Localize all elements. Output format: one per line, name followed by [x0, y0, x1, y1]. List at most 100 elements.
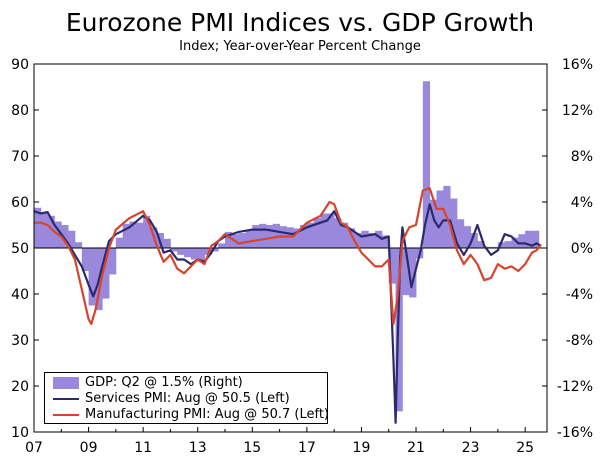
services-pmi-line [33, 203, 542, 424]
gdp-bar [388, 248, 396, 284]
right-axis-ticks: 16% 12% 8% 4% 0% -4% -8% -12% -16% [542, 57, 593, 441]
x-axis-ticks: 07 09 11 13 15 17 19 21 23 25 [25, 427, 534, 456]
right-axis-tick-label: 8% [571, 149, 593, 165]
gdp-bar [252, 225, 260, 248]
gdp-bar [313, 218, 321, 248]
gdp-bar [340, 222, 349, 248]
gdp-bar [334, 218, 342, 248]
right-axis-tick-label: 16% [562, 57, 593, 73]
gdp-bar [354, 233, 362, 248]
gdp-bar [381, 235, 390, 248]
left-axis-tick-label: 40 [11, 287, 29, 303]
x-axis-tick-label: 19 [353, 440, 371, 456]
right-axis-tick-label: 0% [571, 241, 593, 257]
gdp-bar [402, 248, 410, 296]
gdp-bar [115, 237, 124, 248]
right-axis-tick-label: -8% [566, 333, 593, 349]
gdp-bar [395, 248, 403, 412]
gdp-bar [375, 230, 383, 248]
gdp-bar [409, 248, 417, 298]
gdp-bar [320, 213, 328, 248]
gdp-bar [163, 238, 171, 248]
gdp-bar [238, 233, 246, 248]
manufacturing-pmi-line [34, 187, 542, 325]
right-axis-tick-label: -16% [557, 425, 593, 441]
left-axis-tick-label: 70 [11, 149, 29, 165]
gdp-bar [518, 234, 526, 248]
gdp-bar [245, 230, 253, 248]
gdp-bar [61, 225, 69, 248]
x-axis-tick-label: 15 [243, 440, 261, 456]
left-axis-ticks: 90 80 70 60 50 40 30 20 10 [11, 57, 39, 441]
gdp-bar [456, 219, 465, 248]
gdp-bar [531, 230, 540, 248]
left-axis-tick-label: 30 [11, 333, 29, 349]
legend-label-services: Services PMI: Aug @ 50.5 (Left) [85, 391, 290, 406]
gdp-bar [422, 81, 431, 248]
gdp-bar [306, 222, 315, 248]
right-axis-tick-label: -4% [566, 287, 593, 303]
x-axis-tick-label: 13 [189, 440, 207, 456]
gdp-bar [184, 248, 192, 258]
legend-label-gdp: GDP: Q2 @ 1.5% (Right) [85, 375, 243, 390]
chart-title: Eurozone PMI Indices vs. GDP Growth [65, 8, 535, 37]
chart-subtitle: Index; Year-over-Year Percent Change [179, 39, 421, 54]
gdp-bar [225, 231, 233, 248]
gdp-bar [88, 248, 96, 306]
gdp-bar [504, 241, 512, 248]
gdp-bar [218, 243, 226, 248]
gdp-bar [286, 227, 294, 248]
gdp-bar [68, 230, 76, 248]
gdp-bar [47, 215, 55, 248]
gdp-bar [109, 248, 117, 275]
x-axis-tick-label: 11 [134, 440, 152, 456]
gdp-bar [211, 248, 219, 252]
x-axis-tick-label: 17 [298, 440, 316, 456]
gdp-bar [347, 228, 356, 248]
legend-item-gdp: GDP: Q2 @ 1.5% (Right) [53, 375, 243, 391]
right-axis-tick-label: 12% [562, 103, 593, 119]
gdp-bar [74, 242, 83, 248]
legend-label-manufacturing: Manufacturing PMI: Aug @ 50.7 (Left) [85, 407, 329, 422]
x-axis-tick-label: 25 [516, 440, 534, 456]
gdp-bar [491, 246, 499, 248]
left-axis-tick-label: 60 [11, 195, 29, 211]
gdp-bar [177, 248, 185, 255]
gdp-bar [477, 241, 485, 248]
gdp-bar [122, 223, 130, 248]
gdp-bar [34, 207, 42, 248]
gdp-bar [190, 248, 199, 260]
left-axis-tick-label: 50 [11, 241, 29, 257]
gdp-bar [40, 213, 49, 248]
x-axis-tick-label: 07 [25, 440, 43, 456]
gdp-bar [129, 221, 137, 248]
left-axis-tick-label: 20 [11, 379, 29, 395]
gdp-bar [429, 199, 437, 248]
right-axis-tick-label: 4% [571, 195, 593, 211]
gdp-bar [102, 248, 110, 299]
x-axis-tick-label: 09 [80, 440, 98, 456]
gdp-bar [368, 233, 376, 248]
gdp-bar [143, 215, 151, 248]
right-axis-tick-label: -12% [557, 379, 593, 395]
gdp-bar [170, 248, 178, 252]
legend-swatch-manufacturing [53, 413, 79, 416]
gdp-bars [34, 81, 540, 412]
gdp-bar [327, 213, 335, 248]
legend-item-services: Services PMI: Aug @ 50.5 (Left) [53, 391, 290, 407]
gdp-bar [81, 248, 89, 271]
x-axis-tick-label: 23 [462, 440, 480, 456]
gdp-bar [463, 226, 471, 248]
legend-item-manufacturing: Manufacturing PMI: Aug @ 50.7 (Left) [53, 407, 329, 423]
gdp-bar [293, 228, 301, 248]
gdp-bar [136, 222, 144, 248]
left-axis-tick-label: 90 [11, 57, 29, 73]
pmi-lines [33, 187, 542, 424]
legend-swatch-services [53, 397, 79, 400]
left-axis-tick-label: 10 [11, 425, 29, 441]
gdp-bar [272, 223, 280, 248]
gdp-bar [450, 198, 458, 248]
chart-legend: GDP: Q2 @ 1.5% (Right) Services PMI: Aug… [44, 372, 329, 424]
gdp-bar [484, 246, 492, 248]
